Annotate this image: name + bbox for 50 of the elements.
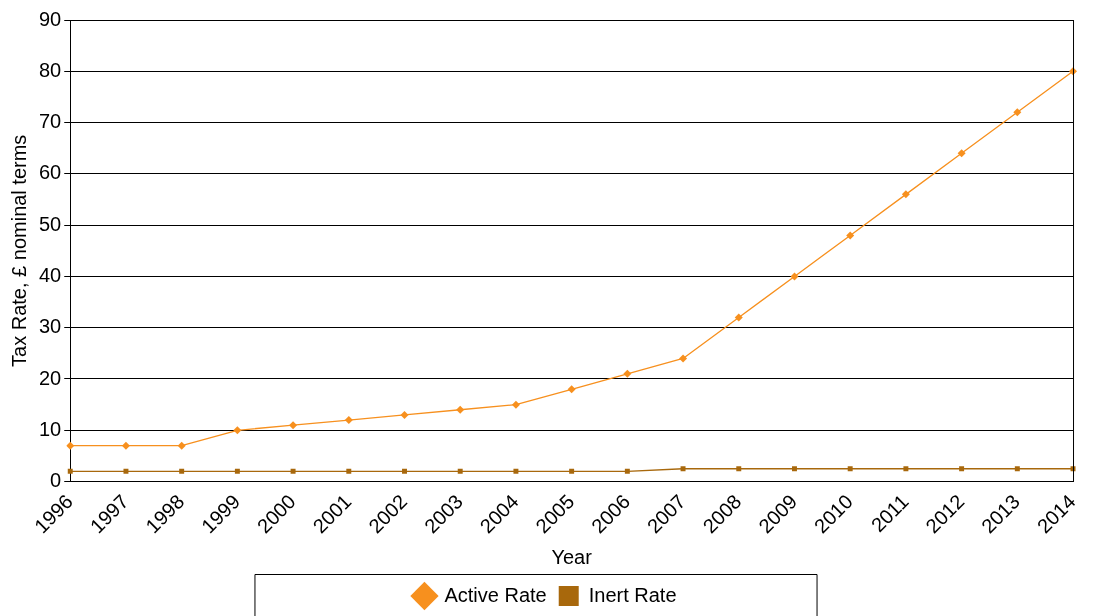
y-tick-label: 0 <box>50 469 62 492</box>
point <box>847 466 853 472</box>
y-tick-label: 90 <box>39 7 62 30</box>
point <box>66 441 75 450</box>
point <box>679 354 688 363</box>
y-tick-label: 50 <box>39 212 62 235</box>
point <box>346 468 352 474</box>
point <box>457 468 463 474</box>
y-tick-label: 80 <box>39 58 62 81</box>
point <box>901 190 910 199</box>
point <box>623 369 632 378</box>
legend-label: Active Rate <box>444 583 547 606</box>
point <box>177 441 186 450</box>
legend-label: Inert Rate <box>588 583 677 606</box>
point <box>234 468 240 474</box>
point <box>1014 466 1020 472</box>
point <box>290 468 296 474</box>
y-tick-label: 40 <box>39 263 62 286</box>
point <box>511 400 520 409</box>
point <box>734 313 743 322</box>
point <box>903 466 909 472</box>
point <box>736 466 742 472</box>
point <box>67 468 73 474</box>
y-tick-label: 60 <box>39 161 62 184</box>
point <box>567 385 576 394</box>
point <box>624 468 630 474</box>
y-tick-label: 70 <box>39 110 62 133</box>
point <box>123 468 129 474</box>
point <box>957 149 966 158</box>
y-tick-label: 30 <box>39 315 62 338</box>
point <box>344 416 353 425</box>
point <box>1013 108 1022 117</box>
point <box>792 466 797 472</box>
point <box>846 231 855 240</box>
point <box>959 466 965 472</box>
point <box>289 421 298 430</box>
point <box>456 405 465 414</box>
point <box>513 468 519 474</box>
y-tick-label: 20 <box>39 366 62 389</box>
point <box>569 468 575 474</box>
point <box>790 272 799 281</box>
point <box>233 426 242 435</box>
y-axis-title: Tax Rate, £ nominal terms <box>7 134 30 367</box>
point <box>121 441 130 450</box>
point <box>402 468 407 474</box>
point <box>680 466 686 472</box>
point <box>400 410 409 419</box>
point <box>179 468 185 474</box>
x-axis-title: Year <box>551 545 593 568</box>
y-tick-label: 10 <box>39 417 62 440</box>
